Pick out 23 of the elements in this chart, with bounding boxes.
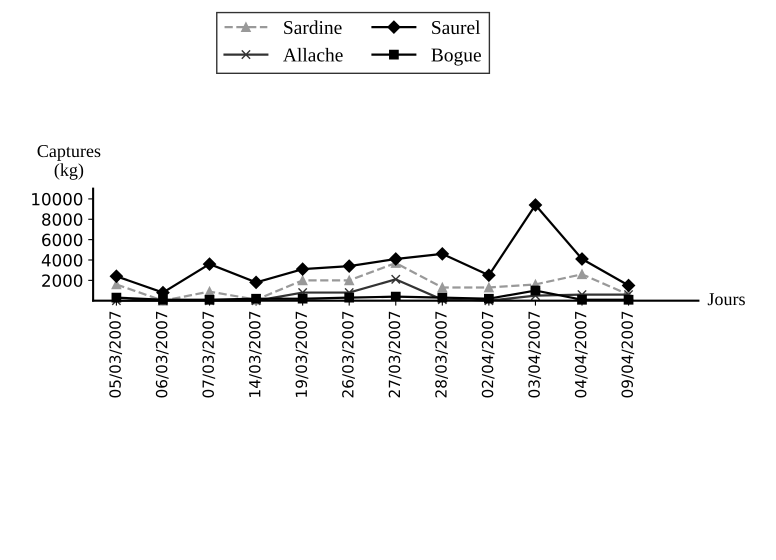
y-tick-label: 2000 [42,274,82,287]
y-tick-label: 4000 [42,254,82,267]
x-tick-label: 14/03/2007 [248,312,262,397]
x-tick-label: 19/03/2007 [296,312,308,397]
x-axis-title: Jours [708,293,745,306]
legend-label: Allache [283,48,343,62]
x-tick-label: 28/03/2007 [435,312,448,398]
y-axis-title: Captures (kg) [38,145,100,180]
x-tick-label: 06/03/2007 [156,312,169,398]
y-tick-label: 8000 [42,213,82,226]
x-tick-label: 27/03/2007 [388,312,402,398]
x-tick-label: 04/04/2007 [574,312,588,398]
legend-label: Bogue [431,48,481,66]
x-tick-label: 26/03/2007 [342,312,355,398]
x-tick-label: 02/04/2007 [482,312,495,398]
x-tick-label: 05/03/2007 [109,312,122,398]
legend-label: Saurel [432,20,480,34]
y-tick-label: 6000 [42,234,82,246]
legend-label: Sardine [284,20,342,34]
x-tick-label: 03/04/2007 [528,312,542,398]
x-tick-label: 07/03/2007 [202,312,216,398]
x-tick-label: 09/04/2007 [621,312,634,398]
y-tick-label: 10000 [32,192,82,206]
